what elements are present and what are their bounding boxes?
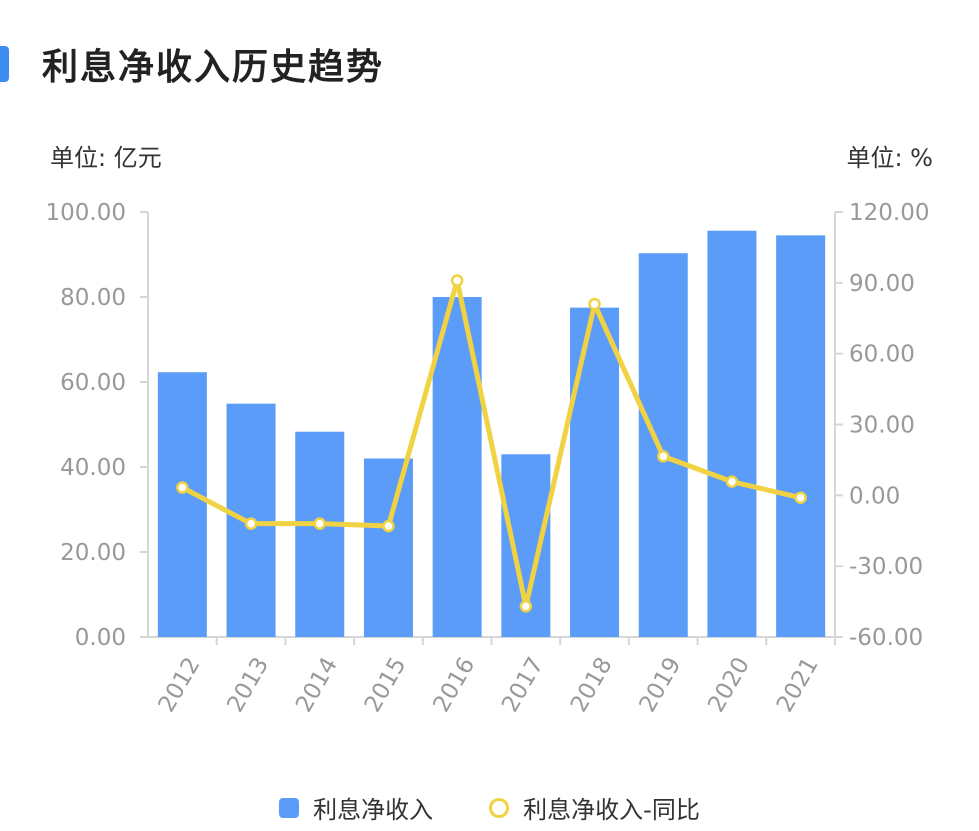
legend-item-bar[interactable]: 利息净收入 [279,790,433,825]
bar [707,230,757,637]
yoy-point [519,600,533,613]
left-tick-label: 60.00 [60,370,126,396]
yoy-point [382,519,395,533]
combo-chart: 0.00 20.00 40.00 60.00 80.00 100.00 -60.00 -30.… [46,200,930,717]
bar [570,307,620,637]
bar [638,253,688,637]
right-tick-label: 90.00 [849,271,915,297]
yoy-point [450,274,464,287]
yoy-point [176,481,189,494]
x-tick-label: 2019 [635,653,687,717]
bar [157,372,207,637]
x-tick-label: 2020 [703,653,755,717]
right-tick-label: 60.00 [849,342,915,368]
legend-item-line[interactable]: 利息净收入-同比 [489,790,700,825]
chart-legend: 利息净收入 利息净收入-同比 [0,790,979,825]
yoy-point [313,517,326,530]
legend-bar-swatch [279,797,300,818]
legend-bar-label: 利息净收入 [313,796,434,824]
left-tick-label: 80.00 [60,285,126,311]
bar [776,235,826,637]
title-accent-bar [0,46,9,82]
left-tick-label: 100.00 [46,200,126,226]
legend-line-label: 利息净收入-同比 [523,796,700,824]
x-tick-label: 2013 [222,653,274,717]
left-tick-label: 0.00 [75,625,126,651]
right-tick-label: 0.00 [849,483,900,509]
legend-line-swatch [489,797,510,818]
yoy-point [657,450,670,463]
right-tick-label: -60.00 [849,625,923,651]
bar [363,458,413,637]
page-title: 利息净收入历史趋势 [42,47,385,88]
bar [295,431,345,637]
right-axis-unit: 单位: % [846,144,933,172]
x-tick-label: 2021 [772,653,824,717]
yoy-point [588,297,601,311]
yoy-point [244,517,258,530]
left-axis-unit: 单位: 亿元 [50,144,162,172]
yoy-point [794,491,807,504]
left-tick-label: 20.00 [60,540,126,566]
x-tick-label: 2014 [291,653,343,717]
yoy-point [725,475,739,488]
right-tick-label: 120.00 [849,200,929,226]
x-tick-label: 2018 [566,653,618,717]
x-tick-label: 2017 [497,653,549,717]
right-tick-label: 30.00 [849,413,915,439]
yoy-line [181,277,802,609]
x-tick-label: 2012 [154,653,206,717]
right-tick-label: -30.00 [849,554,923,580]
x-tick-label: 2015 [360,653,412,717]
x-tick-label: 2016 [428,653,480,717]
left-tick-label: 40.00 [60,455,126,481]
